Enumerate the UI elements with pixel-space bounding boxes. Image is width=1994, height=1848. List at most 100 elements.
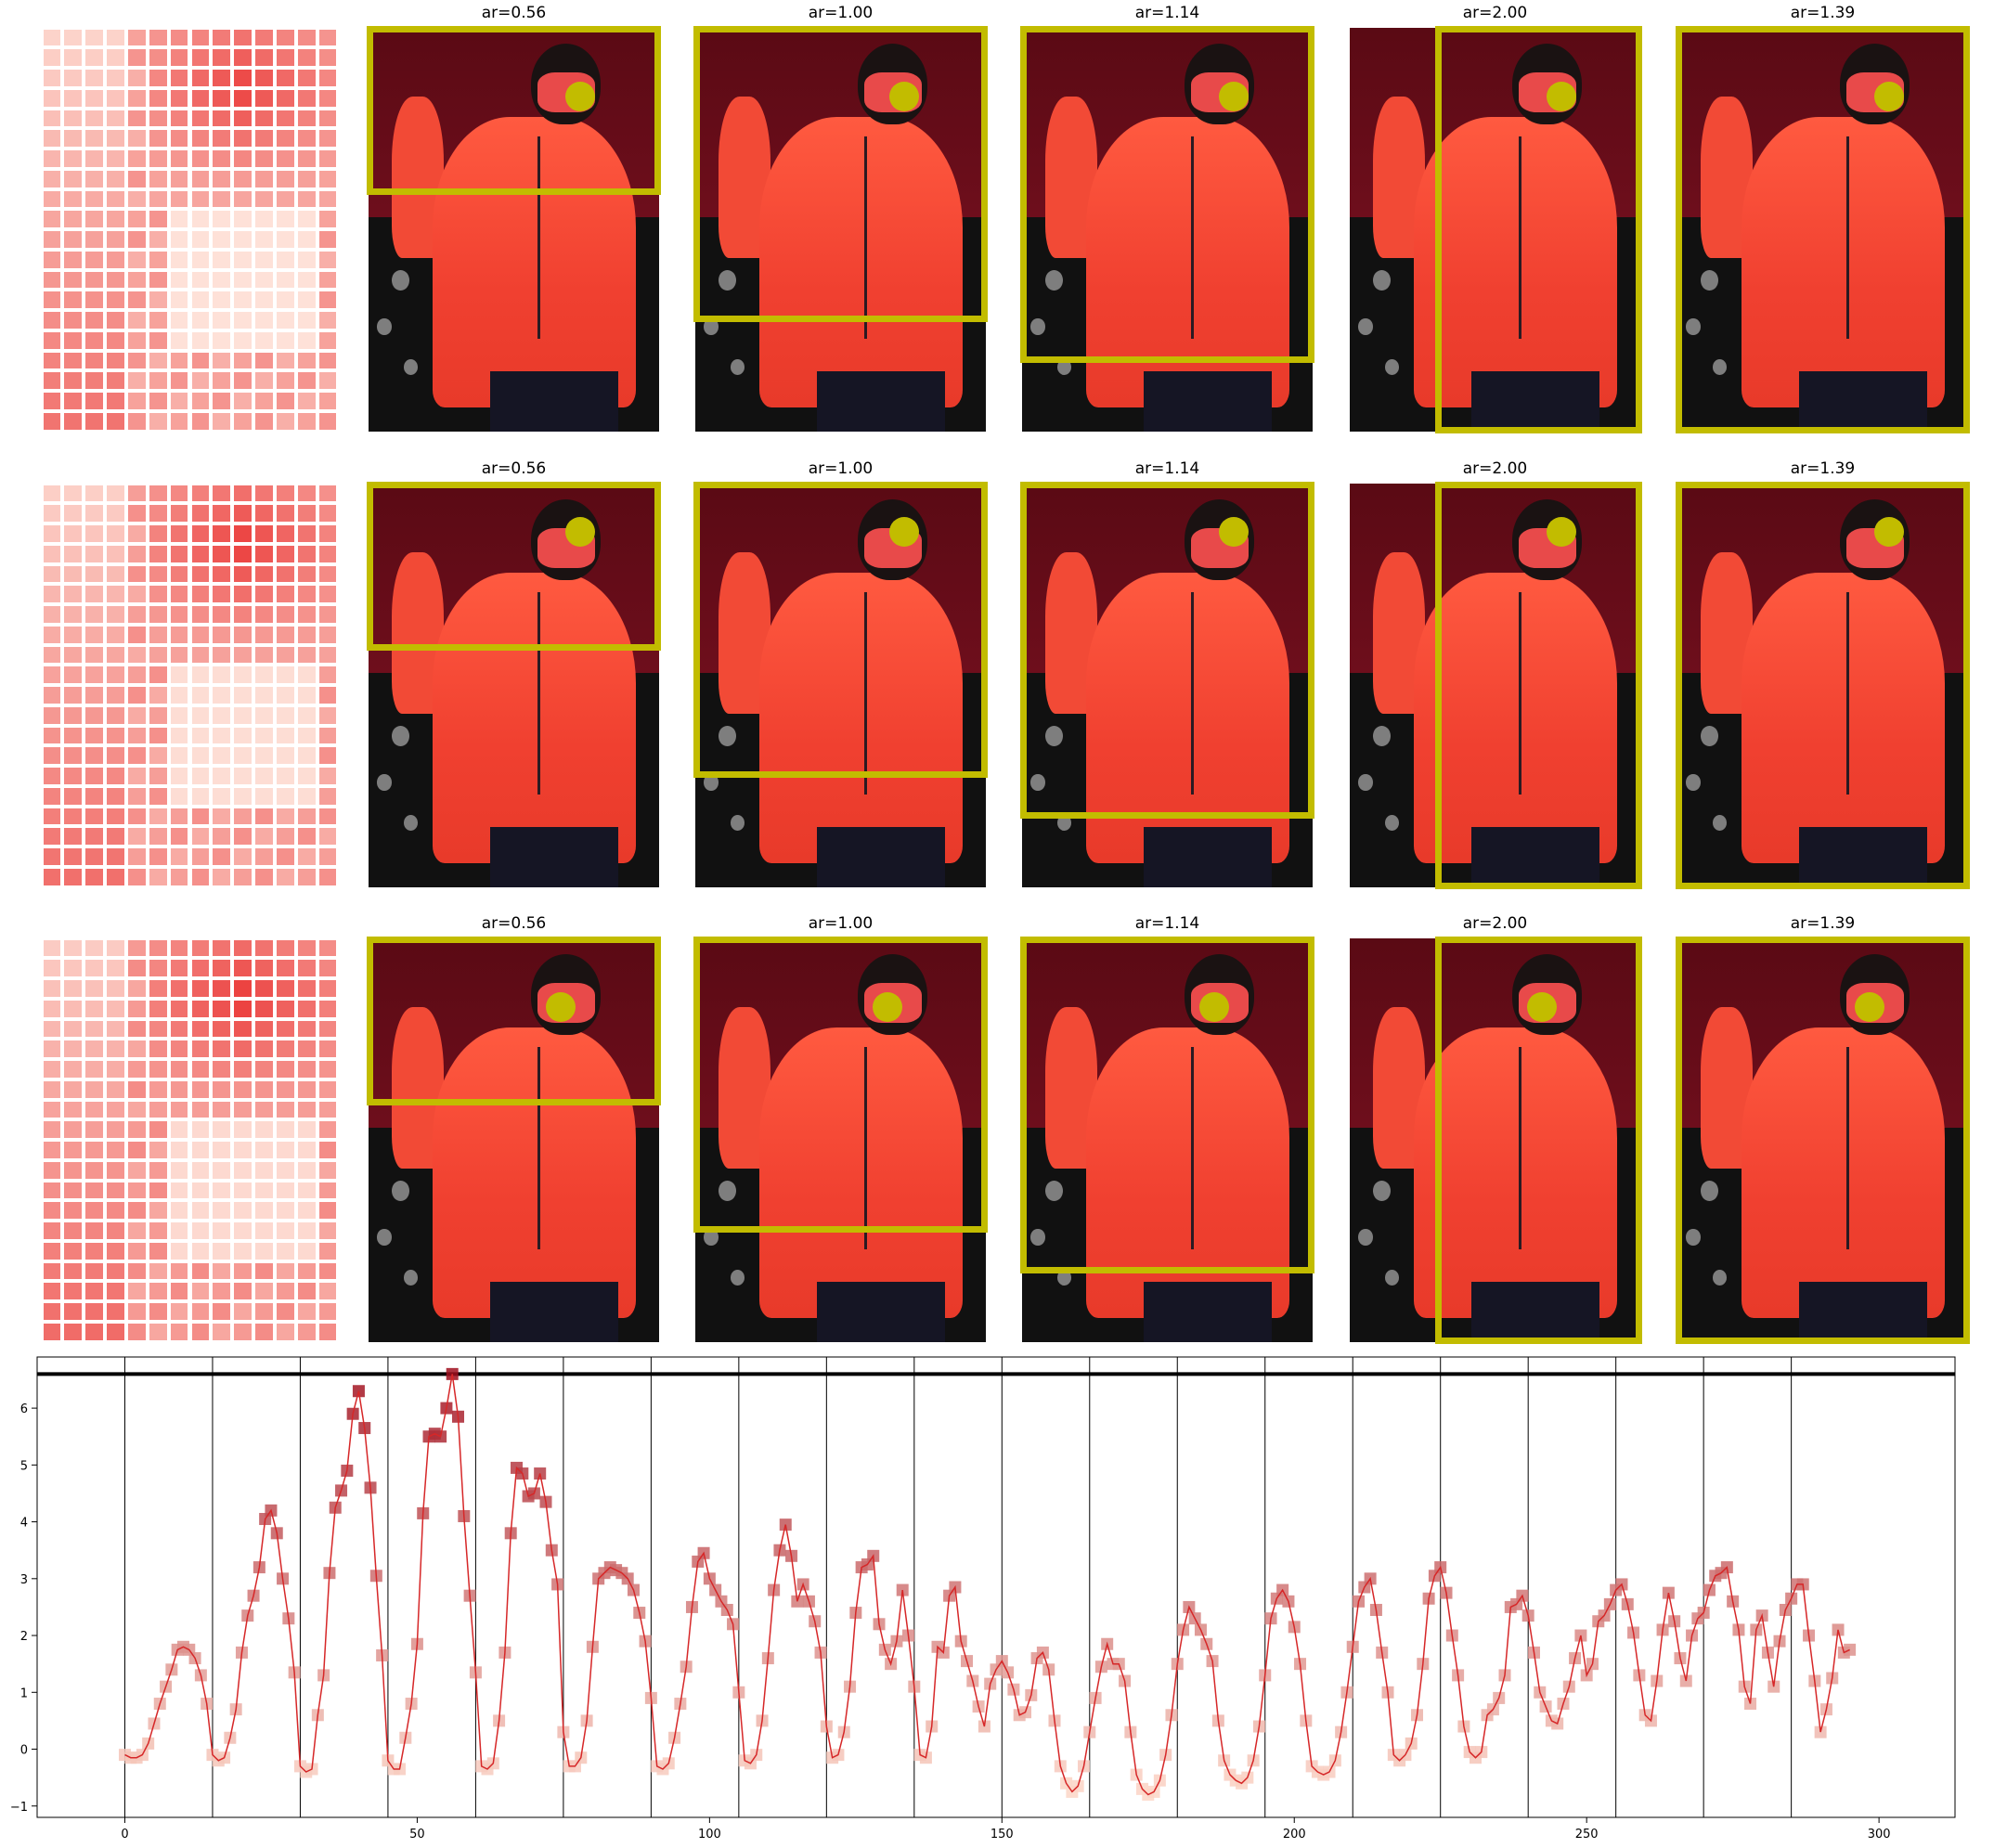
grid-cell [43,1101,61,1118]
grid-cell [318,130,337,147]
grid-cell [127,485,146,502]
grid-cell [255,768,273,784]
grid-cell [191,939,210,957]
grid-cell [85,960,104,976]
grid-cell [234,626,252,643]
grid-cell [170,687,188,704]
grid-cell [127,372,146,389]
grid-cell [297,485,316,502]
grid-cell [149,606,167,623]
grid-cell [64,1182,83,1199]
grid-cell [85,485,104,502]
grid-cell [318,170,337,187]
y-tick-label: 2 [20,1630,28,1644]
grid-cell [191,525,210,542]
grid-cell [276,1020,294,1038]
grid-cell [149,586,167,602]
grid-cell [297,29,316,46]
grid-cell [43,291,61,308]
grid-cell [43,1182,61,1199]
grid-cell [213,1080,231,1098]
grid-cell [170,586,188,602]
grid-cell [191,828,210,845]
grid-cell [297,1040,316,1057]
grid-cell [43,89,61,107]
grid-cell [213,1283,231,1299]
grid-cell [149,687,167,704]
x-tick-label: 300 [1868,1828,1891,1842]
grid-cell [64,150,83,167]
grid-cell [64,1202,83,1219]
grid-cell [213,1323,231,1340]
grid-cell [255,980,273,997]
grid-cell [297,868,316,885]
grid-cell [297,646,316,664]
grid-cell [191,1101,210,1118]
grid-cell [43,1000,61,1017]
grid-cell [255,1121,273,1138]
grid-cell [107,70,124,86]
grid-cell [255,626,273,643]
grid-cell [43,706,61,724]
grid-cell [149,939,167,957]
grid-cell [318,1000,337,1017]
y-tick-label: 6 [20,1402,28,1416]
grid-cell [43,211,61,227]
grid-cell [318,525,337,542]
grid-cell [318,545,337,562]
grid-cell [255,1303,273,1320]
aspect-ratio-title: ar=0.56 [481,459,547,478]
grid-cell [191,1303,210,1320]
grid-cell [85,312,104,329]
grid-cell [234,747,252,764]
grid-cell [255,808,273,825]
grid-cell [149,89,167,107]
grid-cell [127,687,146,704]
aspect-ratio-title: ar=1.14 [1134,914,1200,933]
grid-cell [149,960,167,976]
grid-cell [234,586,252,602]
grid-cell [234,1020,252,1038]
grid-cell [170,646,188,664]
grid-cell [297,1000,316,1017]
grid-cell [255,29,273,46]
grid-cell [107,939,124,957]
grid-cell [149,1101,167,1118]
grid-cell [213,646,231,664]
grid-cell [255,1202,273,1219]
grid-cell [107,586,124,602]
grid-cell [234,331,252,349]
grid-cell [276,130,294,147]
crop-box [1676,937,1970,1344]
grid-cell [107,768,124,784]
grid-cell [43,687,61,704]
grid-cell [64,666,83,683]
aspect-ratio-title: ar=1.00 [808,914,874,933]
grid-cell [85,1121,104,1138]
grid-cell [64,271,83,289]
grid-cell [234,211,252,227]
grid-cell [255,1101,273,1118]
grid-cell [85,331,104,349]
grid-cell [297,150,316,167]
grid-cell [276,29,294,46]
athlete-photo [369,938,659,1342]
grid-cell [64,1222,83,1239]
x-tick-label: 0 [121,1828,128,1842]
grid-cell [297,747,316,764]
grid-cell [191,808,210,825]
grid-cell [64,1142,83,1158]
grid-cell [43,606,61,623]
grid-cell [255,960,273,976]
grid-cell [276,1080,294,1098]
grid-cell [43,646,61,664]
grid-cell [213,49,231,66]
grid-cell [170,505,188,522]
grid-cell [127,1161,146,1179]
grid-cell [213,70,231,86]
grid-cell [276,372,294,389]
grid-cell [318,190,337,208]
athlete-photo [1022,484,1313,887]
grid-cell [127,331,146,349]
grid-cell [127,787,146,805]
